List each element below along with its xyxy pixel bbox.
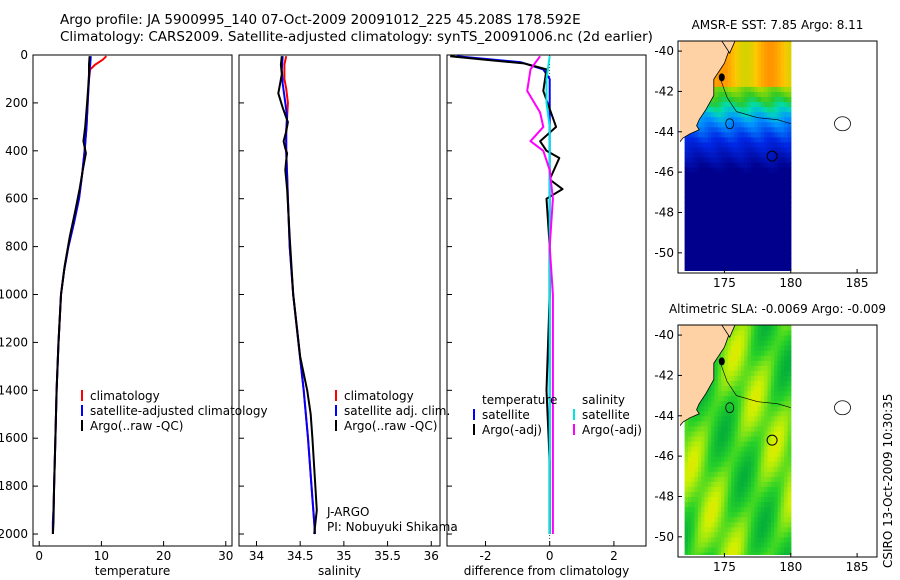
x-tick-label: 35 [336, 549, 351, 563]
legend-entry: climatology [90, 389, 160, 403]
series-line-salinity-argo-adj- [526, 55, 554, 534]
y-tick-label: 800 [5, 240, 28, 254]
x-tick-label: 20 [156, 549, 171, 563]
panel-frame [238, 54, 441, 547]
y-tick-label: 1200 [0, 335, 28, 349]
chatham-islands-outline [834, 116, 851, 132]
y-tick-label: 0 [20, 48, 28, 62]
lon-tick-label: 180 [779, 560, 802, 574]
legend-entry: Argo(..raw -QC) [344, 419, 437, 433]
x-tick-label: 30 [218, 549, 233, 563]
legend-entry: Argo(..raw -QC) [90, 419, 183, 433]
map-amsr-map: -40 -42 -44 -46 -48 -50 175 180 185 AMSR-E SST: 7… [654, 18, 878, 290]
x-tick-label: 34.5 [287, 549, 314, 563]
seamount-contour [725, 402, 735, 414]
lon-tick-label: 185 [846, 560, 869, 574]
legend-entry: Argo(-adj) [482, 423, 542, 437]
series-line-argo-raw-qc- [51, 56, 91, 535]
panel-salinity: 34 34.5 35 35.5 36 salinity climatologysatelli… [238, 54, 458, 578]
x-tick-label: 35.5 [374, 549, 401, 563]
lon-tick-label: 185 [846, 276, 869, 290]
map-sla-map: -40 -42 -44 -46 -48 -50 175 180 185 Altimetric SL… [654, 302, 886, 574]
bathymetry-contour [718, 359, 791, 408]
x-tick-label: 2 [610, 549, 618, 563]
map-frame [677, 40, 878, 274]
panel-temperature: 0 10 20 30 temperature 0 200 400 600 800 1000 1200 1… [0, 48, 268, 578]
legend: temperaturesatelliteArgo(-adj)salinitysa… [473, 393, 642, 437]
x-tick-label: 36 [424, 549, 439, 563]
series-line-temperature-satellite [456, 55, 551, 534]
legend-entry: satellite [582, 408, 630, 422]
lat-tick-label: -48 [654, 205, 674, 219]
map-title: Altimetric SLA: -0.0069 Argo: -0.009 [669, 302, 886, 316]
lat-tick-label: -42 [654, 368, 674, 382]
y-tick-label: 1600 [0, 431, 28, 445]
y-tick-label: 600 [5, 192, 28, 206]
title-line-1: Argo profile: JA 5900995_140 07-Oct-2009… [60, 12, 581, 28]
land-mass [680, 41, 733, 143]
x-tick-label: 0 [546, 549, 554, 563]
lat-tick-label: -44 [654, 409, 674, 423]
land-mass [680, 325, 733, 427]
seamount-contour [725, 118, 735, 130]
float-annotation-program: J-ARGO [326, 505, 369, 519]
title-line-2: Climatology: CARS2009. Satellite-adjuste… [60, 29, 653, 45]
x-tick-label: 10 [94, 549, 109, 563]
chatham-islands-outline [834, 400, 851, 416]
lon-tick-label: 175 [713, 560, 736, 574]
x-tick-label: -2 [480, 549, 492, 563]
series-line-salinity-satellite [545, 56, 551, 534]
lat-tick-label: -50 [654, 530, 674, 544]
lat-tick-label: -44 [654, 125, 674, 139]
y-tick-label: 400 [5, 144, 28, 158]
x-tick-label: 0 [35, 549, 43, 563]
x-axis-label: difference from climatology [464, 564, 630, 578]
lat-tick-label: -40 [654, 44, 674, 58]
bathymetry-contour [718, 75, 791, 124]
series-line-argo-raw-qc- [277, 56, 318, 535]
lon-tick-label: 180 [779, 276, 802, 290]
legend-entry: Argo(-adj) [582, 423, 642, 437]
island-marker [718, 357, 725, 366]
land-mass-north [721, 41, 736, 54]
lat-tick-label: -42 [654, 84, 674, 98]
footer-stamp: CSIRO 13-Oct-2009 10:30:35 [881, 394, 895, 568]
legend-entry: satellite-adjusted climatology [90, 404, 268, 418]
land-mass-north [721, 325, 736, 338]
y-tick-label: 200 [5, 96, 28, 110]
profile-location-marker [766, 434, 778, 446]
y-tick-label: 1400 [0, 383, 28, 397]
legend-entry: satellite adj. clim. [344, 404, 450, 418]
y-tick-label: 2000 [0, 527, 28, 541]
lat-tick-label: -46 [654, 165, 674, 179]
legend-entry: climatology [344, 389, 414, 403]
x-axis-label: temperature [95, 564, 170, 578]
island-marker [718, 73, 725, 82]
y-tick-label: 1000 [0, 288, 28, 302]
profile-location-marker [766, 150, 778, 162]
x-tick-label: 34 [249, 549, 264, 563]
lat-tick-label: -48 [654, 489, 674, 503]
x-axis-label: salinity [318, 564, 361, 578]
lat-tick-label: -46 [654, 449, 674, 463]
lon-tick-label: 175 [713, 276, 736, 290]
legend-entry: salinity [582, 393, 625, 407]
panel-frame [32, 54, 233, 547]
map-frame [677, 324, 878, 558]
map-title: AMSR-E SST: 7.85 Argo: 8.11 [692, 18, 864, 32]
legend-entry: temperature [482, 393, 557, 407]
series-line-temperature-argo-adj- [450, 55, 564, 534]
float-annotation-pi: PI: Nobuyuki Shikama [327, 520, 458, 534]
y-tick-label: 1800 [0, 479, 28, 493]
panel-frame [446, 54, 647, 547]
lat-tick-label: -40 [654, 328, 674, 342]
legend-entry: satellite [482, 408, 530, 422]
lat-tick-label: -50 [654, 246, 674, 260]
